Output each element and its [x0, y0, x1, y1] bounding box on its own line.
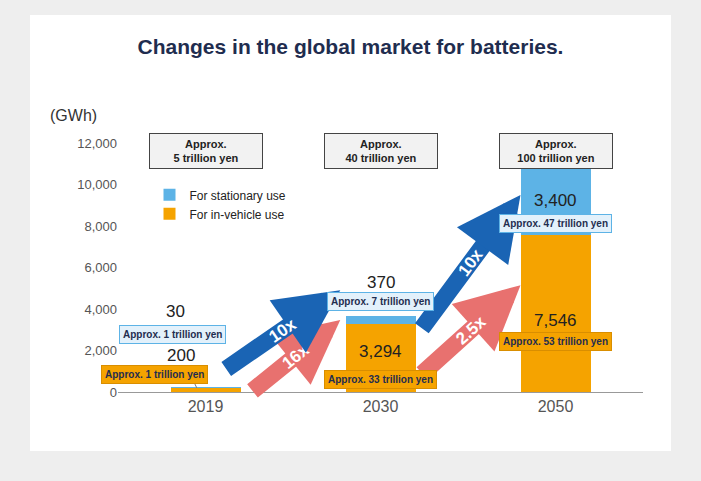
svg-text:12,000: 12,000 — [77, 136, 117, 151]
svg-text:Approx.5 trillion yen: Approx.5 trillion yen — [173, 138, 238, 164]
svg-text:Changes in the global market f: Changes in the global market for batteri… — [138, 35, 564, 58]
svg-text:Approx.100 trillion yen: Approx.100 trillion yen — [517, 138, 594, 164]
svg-text:2,000: 2,000 — [84, 343, 117, 358]
svg-text:10,000: 10,000 — [77, 177, 117, 192]
svg-text:2050: 2050 — [538, 398, 574, 415]
svg-text:For in-vehicle use: For in-vehicle use — [190, 208, 285, 222]
svg-text:Approx. 1 trillion yen: Approx. 1 trillion yen — [105, 369, 204, 380]
svg-text:Approx.40 trillion yen: Approx.40 trillion yen — [345, 138, 416, 164]
svg-text:Approx. 47 trillion yen: Approx. 47 trillion yen — [503, 218, 608, 229]
svg-text:16x: 16x — [279, 340, 313, 373]
svg-text:For stationary use: For stationary use — [190, 189, 286, 203]
svg-text:2030: 2030 — [363, 398, 399, 415]
svg-text:30: 30 — [166, 302, 185, 321]
svg-text:2.5x: 2.5x — [452, 312, 490, 349]
svg-text:0: 0 — [110, 385, 117, 400]
svg-text:10x: 10x — [265, 314, 300, 346]
svg-text:2019: 2019 — [188, 398, 224, 415]
svg-text:Approx. 33 trillion yen: Approx. 33 trillion yen — [328, 374, 433, 385]
svg-text:Approx. 1 trillion yen: Approx. 1 trillion yen — [123, 329, 222, 340]
svg-text:7,546: 7,546 — [534, 311, 577, 330]
svg-text:4,000: 4,000 — [84, 302, 117, 317]
svg-text:6,000: 6,000 — [84, 260, 117, 275]
svg-text:Approx. 53 trillion yen: Approx. 53 trillion yen — [503, 336, 608, 347]
svg-text:200: 200 — [167, 346, 195, 365]
svg-text:(GWh): (GWh) — [50, 107, 97, 124]
svg-text:3,400: 3,400 — [534, 191, 577, 210]
svg-text:10x: 10x — [454, 245, 486, 280]
svg-text:370: 370 — [367, 273, 395, 292]
svg-text:8,000: 8,000 — [84, 219, 117, 234]
svg-text:Approx. 7 trillion yen: Approx. 7 trillion yen — [331, 296, 430, 307]
svg-text:3,294: 3,294 — [359, 342, 402, 361]
